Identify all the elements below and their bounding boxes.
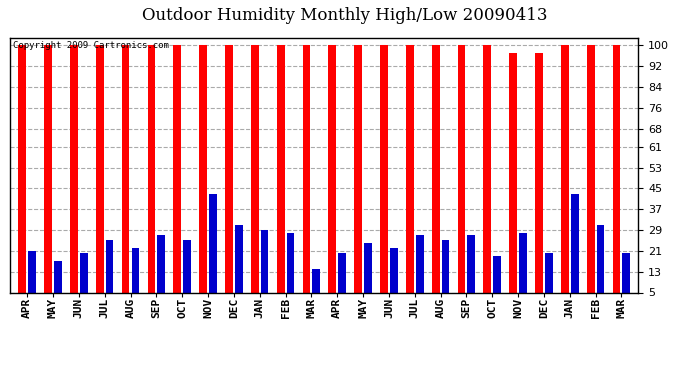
Bar xyxy=(493,256,501,292)
Bar xyxy=(597,225,604,292)
Bar xyxy=(235,225,243,292)
Bar xyxy=(96,45,104,292)
Bar xyxy=(28,251,36,292)
Bar xyxy=(148,45,155,292)
Bar xyxy=(406,45,414,292)
Bar xyxy=(132,248,139,292)
Bar xyxy=(535,53,543,292)
Bar xyxy=(286,232,295,292)
Bar xyxy=(484,45,491,292)
Bar xyxy=(561,45,569,292)
Bar xyxy=(432,45,440,292)
Bar xyxy=(184,240,191,292)
Bar xyxy=(380,45,388,292)
Bar xyxy=(586,45,595,292)
Bar xyxy=(261,230,268,292)
Bar xyxy=(277,45,284,292)
Bar xyxy=(457,45,465,292)
Bar xyxy=(313,269,320,292)
Bar xyxy=(19,45,26,292)
Bar xyxy=(509,53,517,292)
Bar xyxy=(354,45,362,292)
Text: Outdoor Humidity Monthly High/Low 20090413: Outdoor Humidity Monthly High/Low 200904… xyxy=(142,8,548,24)
Bar xyxy=(173,45,181,292)
Bar xyxy=(303,45,311,292)
Bar xyxy=(390,248,397,292)
Bar xyxy=(571,194,578,292)
Bar xyxy=(199,45,207,292)
Bar xyxy=(54,261,62,292)
Bar xyxy=(467,235,475,292)
Bar xyxy=(338,254,346,292)
Bar xyxy=(70,45,78,292)
Bar xyxy=(519,232,527,292)
Bar xyxy=(416,235,424,292)
Text: Copyright 2009 Cartronics.com: Copyright 2009 Cartronics.com xyxy=(14,41,169,50)
Bar xyxy=(622,254,630,292)
Bar xyxy=(157,235,165,292)
Bar xyxy=(545,254,553,292)
Bar xyxy=(251,45,259,292)
Bar xyxy=(328,45,336,292)
Bar xyxy=(442,240,449,292)
Bar xyxy=(364,243,372,292)
Bar xyxy=(80,254,88,292)
Bar xyxy=(209,194,217,292)
Bar xyxy=(613,45,620,292)
Bar xyxy=(44,45,52,292)
Bar xyxy=(225,45,233,292)
Bar xyxy=(106,240,113,292)
Bar xyxy=(121,45,130,292)
